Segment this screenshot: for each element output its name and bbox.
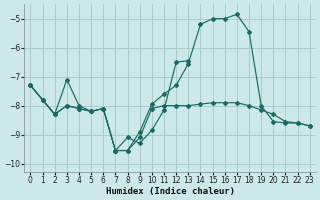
X-axis label: Humidex (Indice chaleur): Humidex (Indice chaleur) [106, 187, 235, 196]
